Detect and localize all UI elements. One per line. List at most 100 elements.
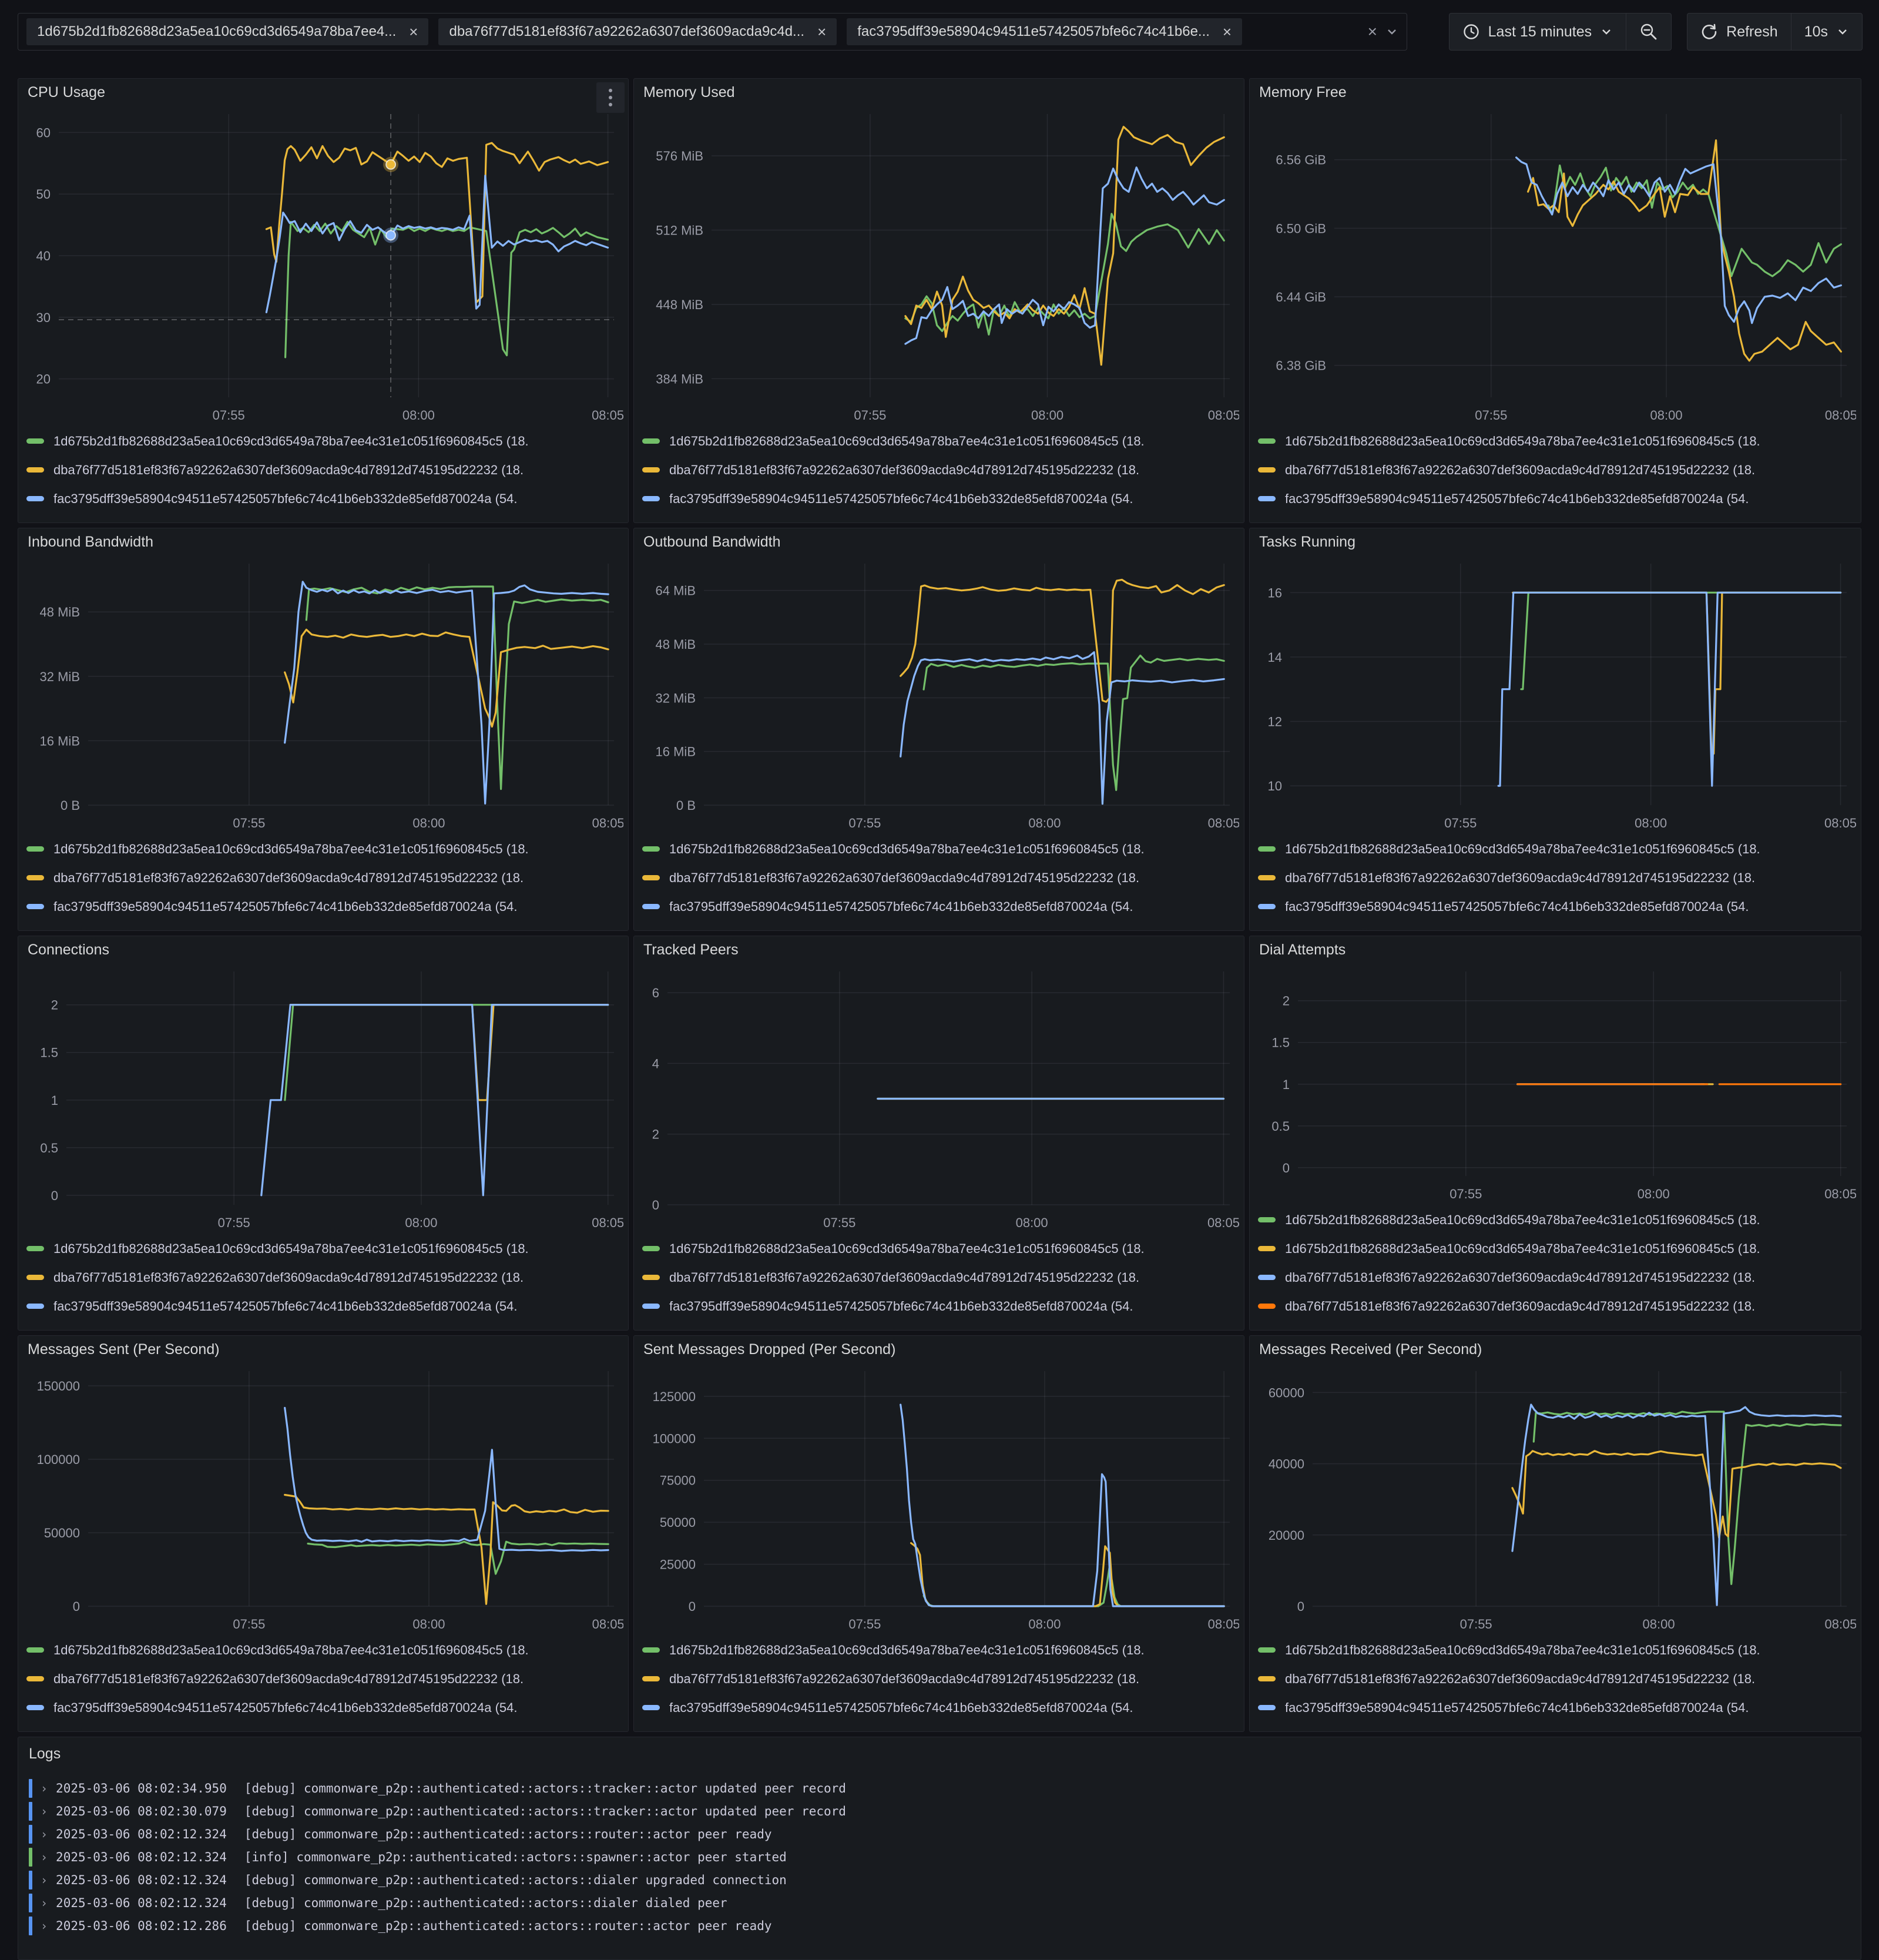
log-expand-icon[interactable]: › xyxy=(41,1918,48,1933)
legend-item[interactable]: 1d675b2d1fb82688d23a5ea10c69cd3d6549a78b… xyxy=(26,427,620,455)
panel-title[interactable]: Messages Sent (Per Second) xyxy=(28,1341,220,1358)
chart-plot[interactable]: 0 25000 50000 75000 100000 125000 07:55 08:00 08… xyxy=(640,1363,1239,1634)
filter-chip-label: dba76f77d5181ef83f67a92262a6307def3609ac… xyxy=(449,24,805,39)
filter-chip[interactable]: 1d675b2d1fb82688d23a5ea10c69cd3d6549a78b… xyxy=(26,18,429,45)
log-expand-icon[interactable]: › xyxy=(41,1804,48,1818)
panel-title[interactable]: Connections xyxy=(28,941,109,958)
log-row[interactable]: › 2025-03-06 08:02:34.950 [debug] commonwa… xyxy=(29,1777,1850,1800)
panel-title[interactable]: Inbound Bandwidth xyxy=(28,533,154,550)
legend-series-marker xyxy=(1258,875,1276,880)
log-expand-icon[interactable]: › xyxy=(41,1850,48,1864)
svg-text:07:55: 07:55 xyxy=(1444,816,1477,830)
legend-series-marker xyxy=(642,1246,660,1251)
log-message: [debug] commonware_p2p::authenticated::a… xyxy=(244,1918,772,1933)
panel-title[interactable]: Messages Received (Per Second) xyxy=(1259,1341,1482,1358)
svg-text:1: 1 xyxy=(1283,1077,1290,1092)
legend-item[interactable]: dba76f77d5181ef83f67a92262a6307def3609ac… xyxy=(26,863,620,892)
remove-filter-icon[interactable]: × xyxy=(817,22,827,41)
legend-item[interactable]: fac3795dff39e58904c94511e57425057bfe6c74… xyxy=(1258,484,1853,513)
chart-plot[interactable]: 0 2 4 6 07:55 08:00 08:05 xyxy=(640,963,1239,1233)
legend-item[interactable]: fac3795dff39e58904c94511e57425057bfe6c74… xyxy=(26,1292,620,1321)
legend-item[interactable]: 1d675b2d1fb82688d23a5ea10c69cd3d6549a78b… xyxy=(642,427,1236,455)
legend-item[interactable]: 1d675b2d1fb82688d23a5ea10c69cd3d6549a78b… xyxy=(642,835,1236,863)
refresh-interval-dropdown[interactable]: 10s xyxy=(1790,14,1862,50)
svg-text:07:55: 07:55 xyxy=(233,1617,265,1631)
chart-plot[interactable]: 20 30 40 50 60 07:55 08:00 08:05 xyxy=(24,106,623,425)
panel-menu-icon[interactable] xyxy=(596,82,625,113)
legend-item[interactable]: dba76f77d5181ef83f67a92262a6307def3609ac… xyxy=(26,1664,620,1693)
chart-plot[interactable]: 0 B 16 MiB 32 MiB 48 MiB 07:55 08:00 08:05 xyxy=(24,555,623,833)
filter-chip[interactable]: fac3795dff39e58904c94511e57425057bfe6c74… xyxy=(847,18,1243,45)
log-row[interactable]: › 2025-03-06 08:02:12.324 [info] commonwar… xyxy=(29,1845,1850,1868)
legend-item[interactable]: dba76f77d5181ef83f67a92262a6307def3609ac… xyxy=(642,1263,1236,1292)
legend-item[interactable]: fac3795dff39e58904c94511e57425057bfe6c74… xyxy=(26,484,620,513)
legend-item[interactable]: fac3795dff39e58904c94511e57425057bfe6c74… xyxy=(642,1693,1236,1722)
panel-title[interactable]: Tracked Peers xyxy=(643,941,739,958)
legend-item[interactable]: fac3795dff39e58904c94511e57425057bfe6c74… xyxy=(26,892,620,921)
filter-chip[interactable]: dba76f77d5181ef83f67a92262a6307def3609ac… xyxy=(438,18,837,45)
log-expand-icon[interactable]: › xyxy=(41,1895,48,1910)
chevron-down-icon[interactable] xyxy=(1385,25,1398,38)
legend-item[interactable]: fac3795dff39e58904c94511e57425057bfe6c74… xyxy=(1258,892,1853,921)
legend-item[interactable]: dba76f77d5181ef83f67a92262a6307def3609ac… xyxy=(1258,1664,1853,1693)
legend-item[interactable]: dba76f77d5181ef83f67a92262a6307def3609ac… xyxy=(1258,863,1853,892)
legend-item[interactable]: 1d675b2d1fb82688d23a5ea10c69cd3d6549a78b… xyxy=(26,1234,620,1263)
panel-title[interactable]: Memory Used xyxy=(643,83,735,100)
legend-item[interactable]: dba76f77d5181ef83f67a92262a6307def3609ac… xyxy=(1258,455,1853,484)
legend-item[interactable]: dba76f77d5181ef83f67a92262a6307def3609ac… xyxy=(26,1263,620,1292)
legend-item[interactable]: fac3795dff39e58904c94511e57425057bfe6c74… xyxy=(26,1693,620,1722)
svg-text:448 MiB: 448 MiB xyxy=(656,297,703,312)
chart-plot[interactable]: 10 12 14 16 07:55 08:00 08:05 xyxy=(1256,555,1856,833)
legend-item[interactable]: 1d675b2d1fb82688d23a5ea10c69cd3d6549a78b… xyxy=(1258,835,1853,863)
legend-item[interactable]: fac3795dff39e58904c94511e57425057bfe6c74… xyxy=(642,1292,1236,1321)
chart-plot[interactable]: 6.38 GiB 6.44 GiB 6.50 GiB 6.56 GiB 07:55 08:… xyxy=(1256,106,1856,425)
zoom-out-button[interactable] xyxy=(1626,14,1671,50)
legend-item[interactable]: 1d675b2d1fb82688d23a5ea10c69cd3d6549a78b… xyxy=(642,1636,1236,1664)
log-expand-icon[interactable]: › xyxy=(41,1781,48,1795)
panel-title[interactable]: CPU Usage xyxy=(28,83,105,100)
log-row[interactable]: › 2025-03-06 08:02:12.286 [debug] commonwa… xyxy=(29,1914,1850,1937)
legend-item[interactable]: 1d675b2d1fb82688d23a5ea10c69cd3d6549a78b… xyxy=(642,1234,1236,1263)
panel-title[interactable]: Memory Free xyxy=(1259,83,1347,100)
svg-text:25000: 25000 xyxy=(660,1557,696,1572)
legend-item[interactable]: dba76f77d5181ef83f67a92262a6307def3609ac… xyxy=(26,455,620,484)
log-expand-icon[interactable]: › xyxy=(41,1872,48,1887)
refresh-button[interactable]: Refresh xyxy=(1687,14,1791,50)
legend-item[interactable]: dba76f77d5181ef83f67a92262a6307def3609ac… xyxy=(642,455,1236,484)
legend-item[interactable]: dba76f77d5181ef83f67a92262a6307def3609ac… xyxy=(1258,1292,1853,1321)
svg-text:6.38 GiB: 6.38 GiB xyxy=(1276,359,1326,373)
legend-item[interactable]: fac3795dff39e58904c94511e57425057bfe6c74… xyxy=(642,892,1236,921)
remove-filter-icon[interactable]: × xyxy=(409,22,418,41)
clear-filters-icon[interactable]: × xyxy=(1367,22,1377,41)
legend-item[interactable]: 1d675b2d1fb82688d23a5ea10c69cd3d6549a78b… xyxy=(1258,1205,1853,1234)
panel-title[interactable]: Dial Attempts xyxy=(1259,941,1346,958)
chart-plot[interactable]: 0 20000 40000 60000 07:55 08:00 08:05 xyxy=(1256,1363,1856,1634)
log-row[interactable]: › 2025-03-06 08:02:12.324 [debug] commonwa… xyxy=(29,1891,1850,1914)
chart-plot[interactable]: 0 0.5 1 1.5 2 07:55 08:00 08:05 xyxy=(1256,963,1856,1204)
chart-plot[interactable]: 0 B 16 MiB 32 MiB 48 MiB 64 MiB 07:55 08:00 08:… xyxy=(640,555,1239,833)
svg-text:16 MiB: 16 MiB xyxy=(40,733,80,748)
legend-item[interactable]: 1d675b2d1fb82688d23a5ea10c69cd3d6549a78b… xyxy=(1258,1636,1853,1664)
remove-filter-icon[interactable]: × xyxy=(1222,22,1232,41)
log-row[interactable]: › 2025-03-06 08:02:12.324 [debug] commonwa… xyxy=(29,1868,1850,1891)
log-row[interactable]: › 2025-03-06 08:02:30.079 [debug] commonwa… xyxy=(29,1800,1850,1822)
legend-item[interactable]: 1d675b2d1fb82688d23a5ea10c69cd3d6549a78b… xyxy=(26,835,620,863)
legend-item[interactable]: dba76f77d5181ef83f67a92262a6307def3609ac… xyxy=(642,1664,1236,1693)
panel-title[interactable]: Sent Messages Dropped (Per Second) xyxy=(643,1341,896,1358)
legend-item[interactable]: 1d675b2d1fb82688d23a5ea10c69cd3d6549a78b… xyxy=(26,1636,620,1664)
time-range-picker[interactable]: Last 15 minutes xyxy=(1449,14,1626,50)
legend-item[interactable]: fac3795dff39e58904c94511e57425057bfe6c74… xyxy=(1258,1693,1853,1722)
chart-plot[interactable]: 0 50000 100000 150000 07:55 08:00 08:05 xyxy=(24,1363,623,1634)
chart-plot[interactable]: 0 0.5 1 1.5 2 07:55 08:00 08:05 xyxy=(24,963,623,1233)
chart-plot[interactable]: 384 MiB 448 MiB 512 MiB 576 MiB 07:55 08:00 08… xyxy=(640,106,1239,425)
legend-item[interactable]: 1d675b2d1fb82688d23a5ea10c69cd3d6549a78b… xyxy=(1258,1234,1853,1263)
log-row[interactable]: › 2025-03-06 08:02:12.324 [debug] commonwa… xyxy=(29,1822,1850,1845)
legend-item[interactable]: dba76f77d5181ef83f67a92262a6307def3609ac… xyxy=(642,863,1236,892)
panel-title[interactable]: Tasks Running xyxy=(1259,533,1355,550)
legend-item[interactable]: fac3795dff39e58904c94511e57425057bfe6c74… xyxy=(642,484,1236,513)
logs-panel-title[interactable]: Logs xyxy=(29,1745,61,1762)
legend-item[interactable]: 1d675b2d1fb82688d23a5ea10c69cd3d6549a78b… xyxy=(1258,427,1853,455)
panel-title[interactable]: Outbound Bandwidth xyxy=(643,533,781,550)
legend-item[interactable]: dba76f77d5181ef83f67a92262a6307def3609ac… xyxy=(1258,1263,1853,1292)
log-expand-icon[interactable]: › xyxy=(41,1827,48,1841)
